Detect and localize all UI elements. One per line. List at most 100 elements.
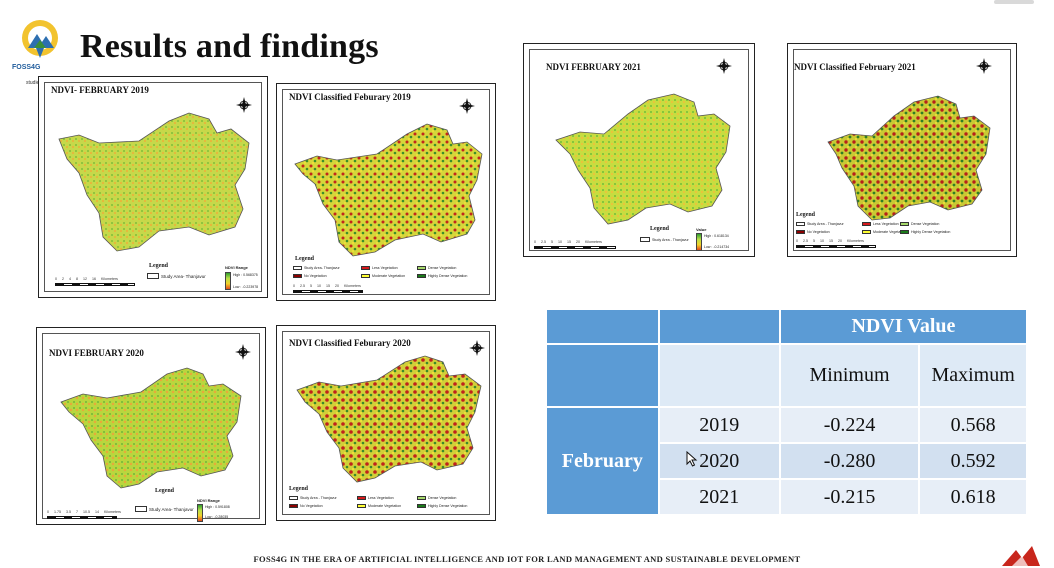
legend-study-area: Study Area- Thanjavur: [147, 273, 206, 279]
district-shape: [555, 58, 732, 225]
scale-bar: [55, 283, 135, 286]
legend-item: Study Area- Thanjavur: [293, 266, 340, 270]
table-max-cell: 0.568: [918, 406, 1028, 444]
district-shape: [294, 98, 483, 257]
ndvi-high-value: High : 0.568375: [233, 273, 258, 277]
ndvi-low-value: Low : -0.214734: [704, 245, 730, 249]
ndvi-low-value: Low : -0.28035: [205, 515, 229, 519]
ndvi-color-ramp: [696, 233, 702, 251]
legend-item: Moderate Vegetation: [361, 274, 405, 278]
map-classified-2020: NDVI Classified Feburary 2020 Legend Stu…: [276, 325, 496, 521]
legend-item: Highly Dense Vegetation: [900, 230, 950, 234]
legend-title: Legend: [149, 263, 169, 269]
table-max-cell: 0.618: [918, 478, 1028, 516]
ndvi-high-value: High : 0.618134: [704, 234, 729, 238]
ndvi-high-value: High : 0.591808: [205, 505, 230, 509]
legend-item: Moderate Vegetation: [862, 230, 906, 234]
map-title: NDVI Classified February 2021: [794, 62, 916, 72]
table-col-maximum: Maximum: [918, 343, 1028, 408]
table-month-cell: February: [545, 406, 660, 516]
foss4g-logo: [22, 20, 58, 58]
legend-title: Legend: [295, 256, 315, 262]
north-arrow-icon: [459, 98, 475, 114]
legend-study-area: Study Area - Thanjavur: [640, 237, 689, 242]
legend-item: No Vegetation: [293, 274, 327, 278]
slide-footer: FOSS4G IN THE ERA OF ARTIFICIAL INTELLIG…: [253, 554, 801, 564]
legend-title: Legend: [289, 486, 309, 492]
map-title: NDVI FEBRUARY 2020: [49, 348, 144, 358]
legend-study-area: Study Area- Thanjavur: [135, 506, 194, 512]
table-month-header: [545, 343, 660, 408]
ndvi-color-ramp: [197, 504, 203, 522]
ndvi-value-table: NDVI Value Minimum Maximum February 2019…: [545, 308, 1029, 516]
legend-item: Highly Dense Vegetation: [417, 274, 467, 278]
legend-item: Less Vegetation: [357, 496, 394, 500]
scale-bar: [534, 246, 616, 249]
legend-title: Legend: [796, 212, 816, 218]
north-arrow-icon: [716, 58, 732, 74]
ndvi-range-label: NDVI Range: [197, 498, 220, 503]
legend-item: Dense Vegetation: [417, 266, 456, 270]
legend-title: Legend: [650, 226, 670, 232]
scale-labels: 0 2.5 5 10 15 20 Kilometers: [534, 240, 602, 244]
legend-item: Study Area - Thanjavur: [796, 222, 844, 226]
district-shape: [58, 97, 252, 252]
table-year-header: [657, 308, 781, 345]
window-handle: [994, 0, 1034, 4]
map-ndvi-2019: NDVI- FEBRUARY 2019 Legend Study Area- T…: [38, 76, 268, 298]
north-arrow-icon: [469, 340, 485, 356]
scale-labels: 0 2 4 8 12 16 Kilometers: [55, 277, 118, 281]
map-ndvi-2020: NDVI FEBRUARY 2020 Legend Study Area- Th…: [36, 327, 266, 525]
legend-item: Study Area - Thanjavur: [289, 496, 337, 500]
legend-item: Dense Vegetation: [900, 222, 939, 226]
legend-item: No Vegetation: [289, 504, 323, 508]
legend-item: Dense Vegetation: [417, 496, 456, 500]
table-max-cell: 0.592: [918, 442, 1028, 480]
legend-item: Highly Dense Vegetation: [417, 504, 467, 508]
slide-title: Results and findings: [80, 28, 379, 65]
ndvi-color-ramp: [225, 272, 231, 290]
scale-labels: 0 1.75 3.5 7 10.5 14 Kilometers: [47, 510, 121, 514]
legend-item: Moderate Vegetation: [357, 504, 401, 508]
map-classified-2021: NDVI Classified February 2021 Legend Stu…: [787, 43, 1017, 257]
legend-item: Less Vegetation: [862, 222, 899, 226]
table-col-minimum: Minimum: [778, 343, 921, 408]
north-arrow-icon: [235, 344, 251, 360]
logo-subtext: studies: [26, 80, 42, 86]
map-title: NDVI- FEBRUARY 2019: [51, 85, 149, 95]
legend-item: No Vegetation: [796, 230, 830, 234]
map-title: NDVI Classified Feburary 2019: [289, 92, 411, 102]
district-shape: [296, 340, 485, 483]
legend-title: Legend: [155, 488, 175, 494]
north-arrow-icon: [976, 58, 992, 74]
table-min-cell: -0.224: [778, 406, 921, 444]
ndvi-low-value: Low : -0.223978: [233, 285, 259, 289]
table-year-cell: 2020: [657, 442, 781, 480]
table-row: February 2019 -0.224 0.568: [545, 406, 1028, 516]
map-title: NDVI Classified Feburary 2020: [289, 338, 411, 348]
corner-logo-icon: [1002, 546, 1040, 566]
table-sub-year: [657, 343, 781, 408]
map-title: NDVI FEBRUARY 2021: [546, 62, 641, 72]
table-min-cell: -0.215: [778, 478, 921, 516]
scale-labels: 0 2.5 5 10 15 20 Kilometers: [293, 284, 361, 288]
scale-bar: [293, 290, 363, 293]
table-header-ndvi-value: NDVI Value: [778, 308, 1029, 345]
table-min-cell: -0.280: [778, 442, 921, 480]
table-year-cell: 2021: [657, 478, 781, 516]
legend-item: Less Vegetation: [361, 266, 398, 270]
north-arrow-icon: [236, 97, 252, 113]
mouse-pointer-icon: [686, 451, 698, 467]
map-classified-2019: NDVI Classified Feburary 2019 Legend Stu…: [276, 83, 496, 301]
district-shape: [60, 344, 251, 489]
scale-labels: 0 2.5 5 10 15 20 Kilometers: [796, 239, 864, 243]
ndvi-range-label: Value: [696, 227, 707, 232]
scale-bar: [796, 245, 876, 248]
ndvi-range-label: NDVI Range: [225, 265, 248, 270]
table-year-cell: 2019: [657, 406, 781, 444]
logo-text: FOSS4G: [12, 64, 41, 71]
district-shape: [827, 58, 992, 221]
table-corner-cell: [545, 308, 660, 345]
map-ndvi-2021: NDVI FEBRUARY 2021 Legend Study Area - T…: [523, 43, 755, 257]
scale-bar: [47, 516, 117, 519]
